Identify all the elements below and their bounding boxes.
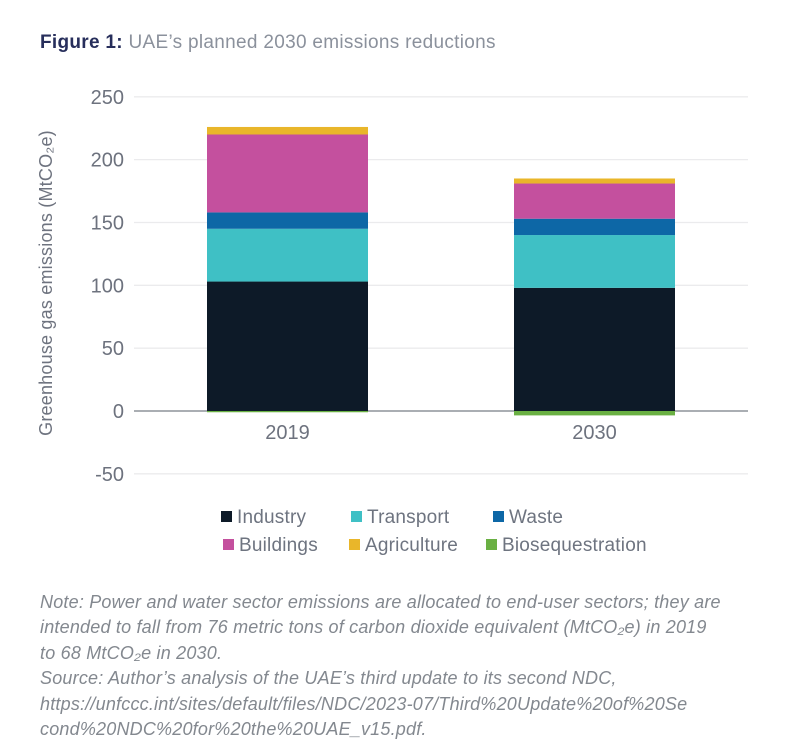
y-tick-label: 200 [91,150,124,172]
legend-swatch-industry [221,511,232,522]
legend-swatch-waste [493,511,504,522]
bar-segment-2019-transport [207,228,368,282]
note-line: intended to fall from 76 metric tons of … [40,617,707,638]
figure-caption-text: UAE’s planned 2030 emissions reductions [122,32,496,53]
legend-swatch-biosequestration [486,539,497,550]
bar-segment-2019-agriculture [207,126,368,135]
x-category-labels: 2019 2030 [265,422,617,444]
y-tick-label: -50 [95,464,124,486]
legend-swatch-buildings [223,539,234,550]
legend-swatch-transport [351,511,362,522]
y-tick-label: 0 [113,401,124,423]
bar-segment-2030-transport [514,235,675,288]
bar-segment-2019-industry [207,281,368,411]
figure-caption-label: Figure 1: [40,32,123,53]
legend-label-waste: Waste [509,507,564,528]
x-category-label: 2030 [572,422,617,444]
note-line: cond%20NDC%20for%20the%20UAE_v15.pdf. [40,718,427,739]
x-category-label: 2019 [265,422,310,444]
y-tick-label: 50 [102,338,124,360]
y-tick-label: 150 [91,213,124,235]
bar-segment-2019-waste [207,212,368,229]
note-line: to 68 MtCO₂e in 2030. [40,642,223,663]
bar-segment-2030-biosequestration [514,411,675,416]
bar-segment-2030-industry [514,287,675,411]
note-line: Source: Author’s analysis of the UAE’s t… [40,668,617,689]
y-tick-labels: 250 200 150 100 50 0 -50 [91,87,124,486]
y-tick-label: 100 [91,275,124,297]
y-axis-title: Greenhouse gas emissions (MtCO₂e) [36,130,56,436]
note-and-source: Note: Power and water sector emissions a… [40,590,780,742]
bar-segment-2030-agriculture [514,178,675,184]
legend-label-industry: Industry [237,507,307,528]
note-line: Note: Power and water sector emissions a… [40,592,721,612]
bar-segment-2019-biosequestration [207,411,368,413]
legend-label-transport: Transport [367,507,450,528]
bar-segment-2030-buildings [514,183,675,219]
bars [207,126,675,416]
bar-segment-2030-waste [514,218,675,236]
note-line: https://unfccc.int/sites/default/files/N… [40,693,688,714]
legend-label-buildings: Buildings [239,535,318,556]
legend-swatch-agriculture [349,539,360,550]
legend-label-agriculture: Agriculture [365,535,459,556]
y-tick-label: 250 [91,87,124,109]
legend-label-biosequestration: Biosequestration [502,535,647,556]
bar-segment-2019-buildings [207,134,368,213]
figure-caption: Figure 1: UAE’s planned 2030 emissions r… [40,32,496,54]
